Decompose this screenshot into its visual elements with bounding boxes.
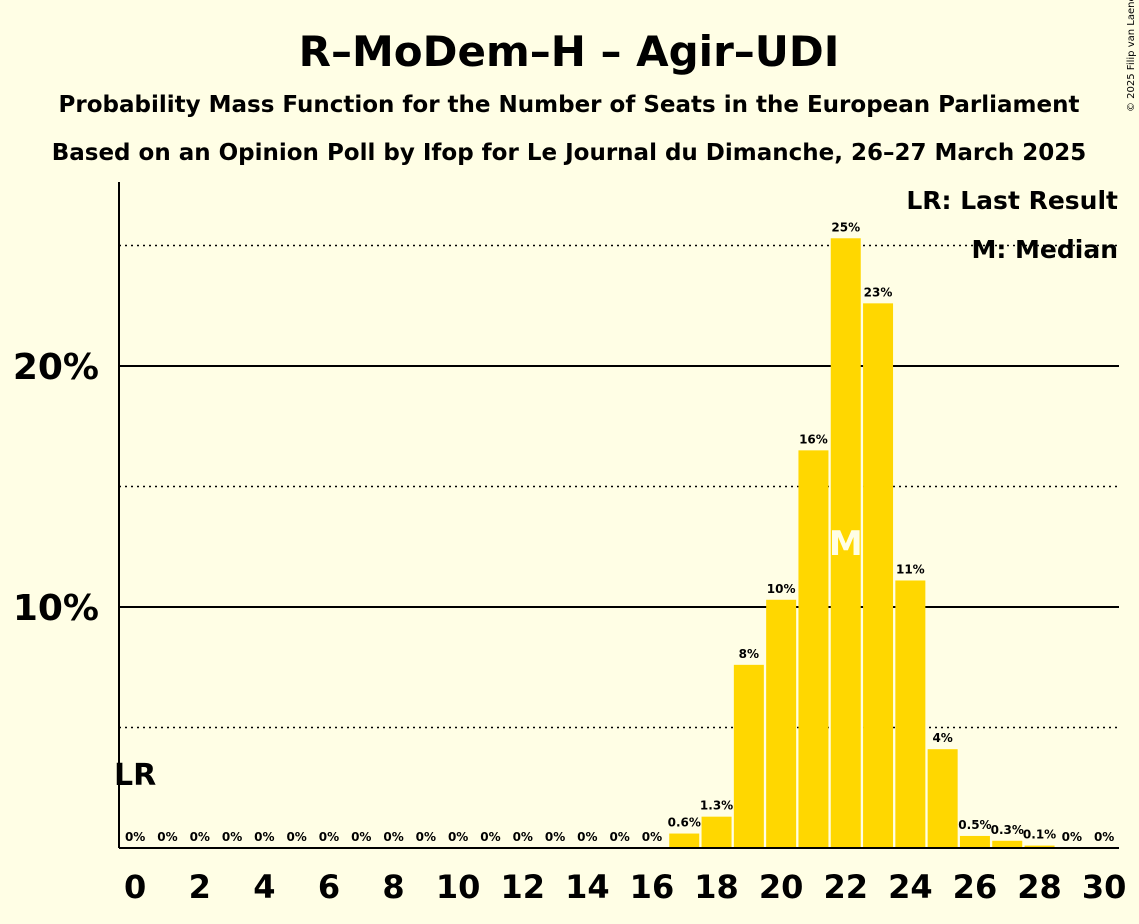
bar-label-seat-15: 0% [609, 830, 629, 844]
last-result-marker: LR [114, 758, 156, 793]
x-tick-label: 26 [953, 868, 998, 906]
y-tick-label: 20% [13, 347, 99, 388]
x-tick-label: 28 [1017, 868, 1062, 906]
bar-seat-18 [701, 816, 732, 848]
bar-label-seat-12: 0% [513, 830, 533, 844]
bar-label-seat-6: 0% [319, 830, 339, 844]
bar-label-seat-23: 23% [864, 285, 893, 299]
bar-label-seat-13: 0% [545, 830, 565, 844]
bar-label-seat-2: 0% [190, 830, 210, 844]
x-tick-label: 16 [630, 868, 675, 906]
grid-lines [119, 244, 1119, 729]
chart-subtitle-2: Based on an Opinion Poll by Ifop for Le … [52, 140, 1087, 166]
bar-seat-22 [830, 238, 861, 848]
x-tick-label: 20 [759, 868, 804, 906]
bar-labels-group: 0% 0% 0% 0% 0% 0% 0% 0% 0% 0% 0% 0% 0% 0% 0% 0% 0% 0.6% 1.… [114, 220, 1114, 844]
bar-label-seat-7: 0% [351, 830, 371, 844]
bar-label-seat-26: 0.5% [958, 818, 991, 832]
copyright-text: © 2025 Filip van Laenen [1126, 0, 1137, 112]
bar-label-seat-11: 0% [480, 830, 500, 844]
bar-seat-23 [863, 303, 894, 849]
bar-label-seat-17: 0.6% [668, 816, 701, 830]
bar-label-seat-1: 0% [157, 830, 177, 844]
bar-label-seat-8: 0% [383, 830, 403, 844]
legend-last-result: LR: Last Result [906, 186, 1118, 215]
chart-title: R–MoDem–H – Agir–UDI [299, 27, 840, 76]
x-tick-label: 12 [500, 868, 545, 906]
bar-label-seat-25: 4% [932, 731, 952, 745]
bar-seat-27 [992, 840, 1023, 848]
bar-label-seat-0: 0% [125, 830, 145, 844]
bar-label-seat-16: 0% [642, 830, 662, 844]
bar-label-seat-19: 8% [739, 647, 759, 661]
axes-group: 10%20%0 2 4 6 8 10 12 14 16 18 20 22 24 26 28 30 [13, 182, 1127, 906]
x-tick-label: 2 [189, 868, 211, 906]
bar-label-seat-29: 0% [1062, 830, 1082, 844]
x-tick-label: 24 [888, 868, 933, 906]
bar-seat-21 [798, 450, 829, 848]
bar-label-seat-5: 0% [286, 830, 306, 844]
bar-seat-20 [766, 599, 797, 848]
bar-seat-28 [1024, 845, 1055, 848]
x-tick-label: 18 [694, 868, 739, 906]
x-tick-label: 0 [124, 868, 146, 906]
bar-label-seat-28: 0.1% [1023, 828, 1056, 842]
bar-seat-26 [959, 835, 990, 848]
bars-group [669, 238, 1055, 849]
bar-label-seat-10: 0% [448, 830, 468, 844]
bar-label-seat-24: 11% [896, 562, 925, 576]
bar-label-seat-3: 0% [222, 830, 242, 844]
x-tick-label: 14 [565, 868, 610, 906]
bar-seat-19 [733, 664, 764, 848]
bar-seat-25 [927, 749, 958, 848]
bar-label-seat-14: 0% [577, 830, 597, 844]
median-marker: M [829, 524, 863, 564]
bar-label-seat-4: 0% [254, 830, 274, 844]
bar-label-seat-22: 25% [831, 220, 860, 234]
bar-label-seat-9: 0% [416, 830, 436, 844]
x-tick-label: 6 [318, 868, 340, 906]
x-tick-label: 4 [253, 868, 275, 906]
bar-label-seat-27: 0.3% [991, 823, 1024, 837]
bar-seat-17 [669, 833, 700, 848]
x-tick-label: 10 [436, 868, 481, 906]
bar-label-seat-18: 1.3% [700, 799, 733, 813]
bar-label-seat-20: 10% [767, 582, 796, 596]
x-tick-label: 8 [382, 868, 404, 906]
bar-seat-24 [895, 580, 926, 848]
x-tick-label: 30 [1082, 868, 1127, 906]
bar-label-seat-21: 16% [799, 432, 828, 446]
chart-subtitle: Probability Mass Function for the Number… [59, 92, 1080, 118]
legend-median: M: Median [971, 235, 1118, 264]
bar-label-seat-30: 0% [1094, 830, 1114, 844]
x-tick-label: 22 [823, 868, 868, 906]
y-tick-label: 10% [13, 588, 99, 629]
